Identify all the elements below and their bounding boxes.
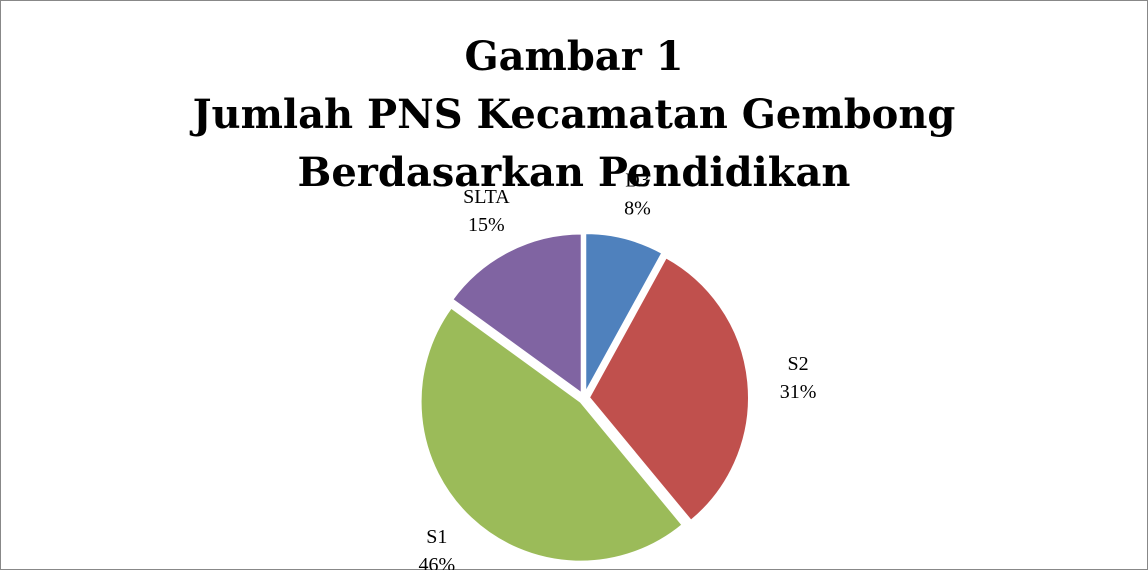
- pie-slice: [450, 232, 583, 396]
- slice-value-label: 8%: [624, 198, 651, 220]
- pie-slice: [587, 255, 750, 523]
- slice-value-label: 15%: [468, 214, 505, 236]
- slice-category-label: S1: [426, 526, 447, 548]
- slice-value-label: 31%: [780, 381, 817, 403]
- slice-value-label: 46%: [418, 554, 455, 570]
- pie-slice: [419, 306, 684, 563]
- slice-category-label: SLTA: [463, 186, 510, 208]
- slice-category-label: S2: [787, 353, 808, 375]
- chart-title: Gambar 1: [464, 33, 683, 80]
- slice-category-label: D3: [625, 170, 649, 192]
- chart-title: Berdasarkan Pendidikan: [298, 149, 851, 196]
- pie-slice: [584, 232, 664, 394]
- chart-title: Jumlah PNS Kecamatan Gembong: [190, 91, 956, 138]
